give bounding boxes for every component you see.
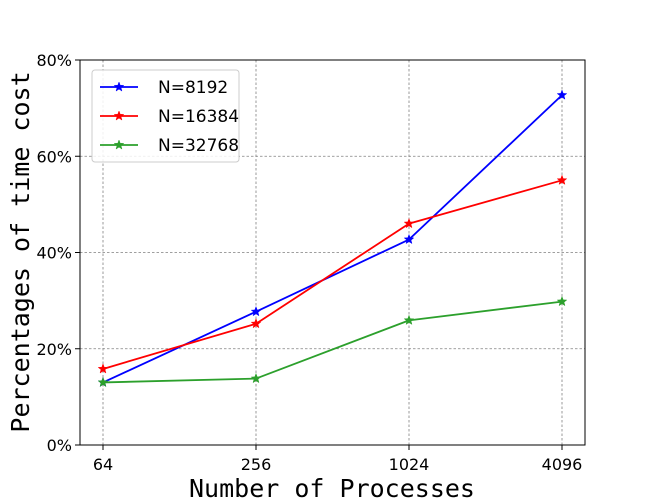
series-n-32768 <box>97 295 568 388</box>
y-tick-label: 80% <box>36 51 72 70</box>
legend-star-marker <box>113 110 125 121</box>
x-axis-title: Number of Processes <box>189 474 475 500</box>
data-point-star-marker <box>403 217 415 229</box>
y-tick-label: 40% <box>36 244 72 263</box>
data-point-star-marker <box>556 174 568 185</box>
axis-ticks: 64 256 1024 4096 0% 20% 40% 60% 80% <box>36 51 582 474</box>
data-point-star-marker <box>250 305 262 317</box>
data-series <box>97 89 568 388</box>
data-point-star-marker <box>97 363 109 374</box>
data-point-star-marker <box>250 318 262 329</box>
x-tick-label: 4096 <box>542 455 583 474</box>
legend: N=8192 N=16384 N=32768 <box>91 69 240 163</box>
y-tick-label: 60% <box>36 147 72 166</box>
data-point-star-marker <box>556 295 568 307</box>
y-axis-title: Percentages of time cost <box>6 71 35 432</box>
data-point-star-marker <box>97 376 109 388</box>
data-point-star-marker <box>403 233 415 245</box>
legend-star-marker <box>113 81 125 92</box>
y-tick-label: 0% <box>47 436 72 455</box>
x-tick-label: 64 <box>93 455 113 474</box>
legend-label: N=32768 <box>158 136 239 156</box>
legend-frame <box>91 69 240 163</box>
legend-label: N=16384 <box>158 107 239 127</box>
data-point-star-marker <box>403 314 415 325</box>
series-line <box>102 300 563 384</box>
x-tick-label: 256 <box>241 455 272 474</box>
series-n-16384 <box>97 174 568 374</box>
data-point-star-marker <box>556 89 568 100</box>
series-line <box>102 179 563 370</box>
legend-star-marker <box>113 139 125 150</box>
legend-label: N=8192 <box>158 78 228 98</box>
x-tick-label: 1024 <box>389 455 430 474</box>
y-tick-label: 20% <box>36 340 72 359</box>
data-point-star-marker <box>250 372 262 384</box>
